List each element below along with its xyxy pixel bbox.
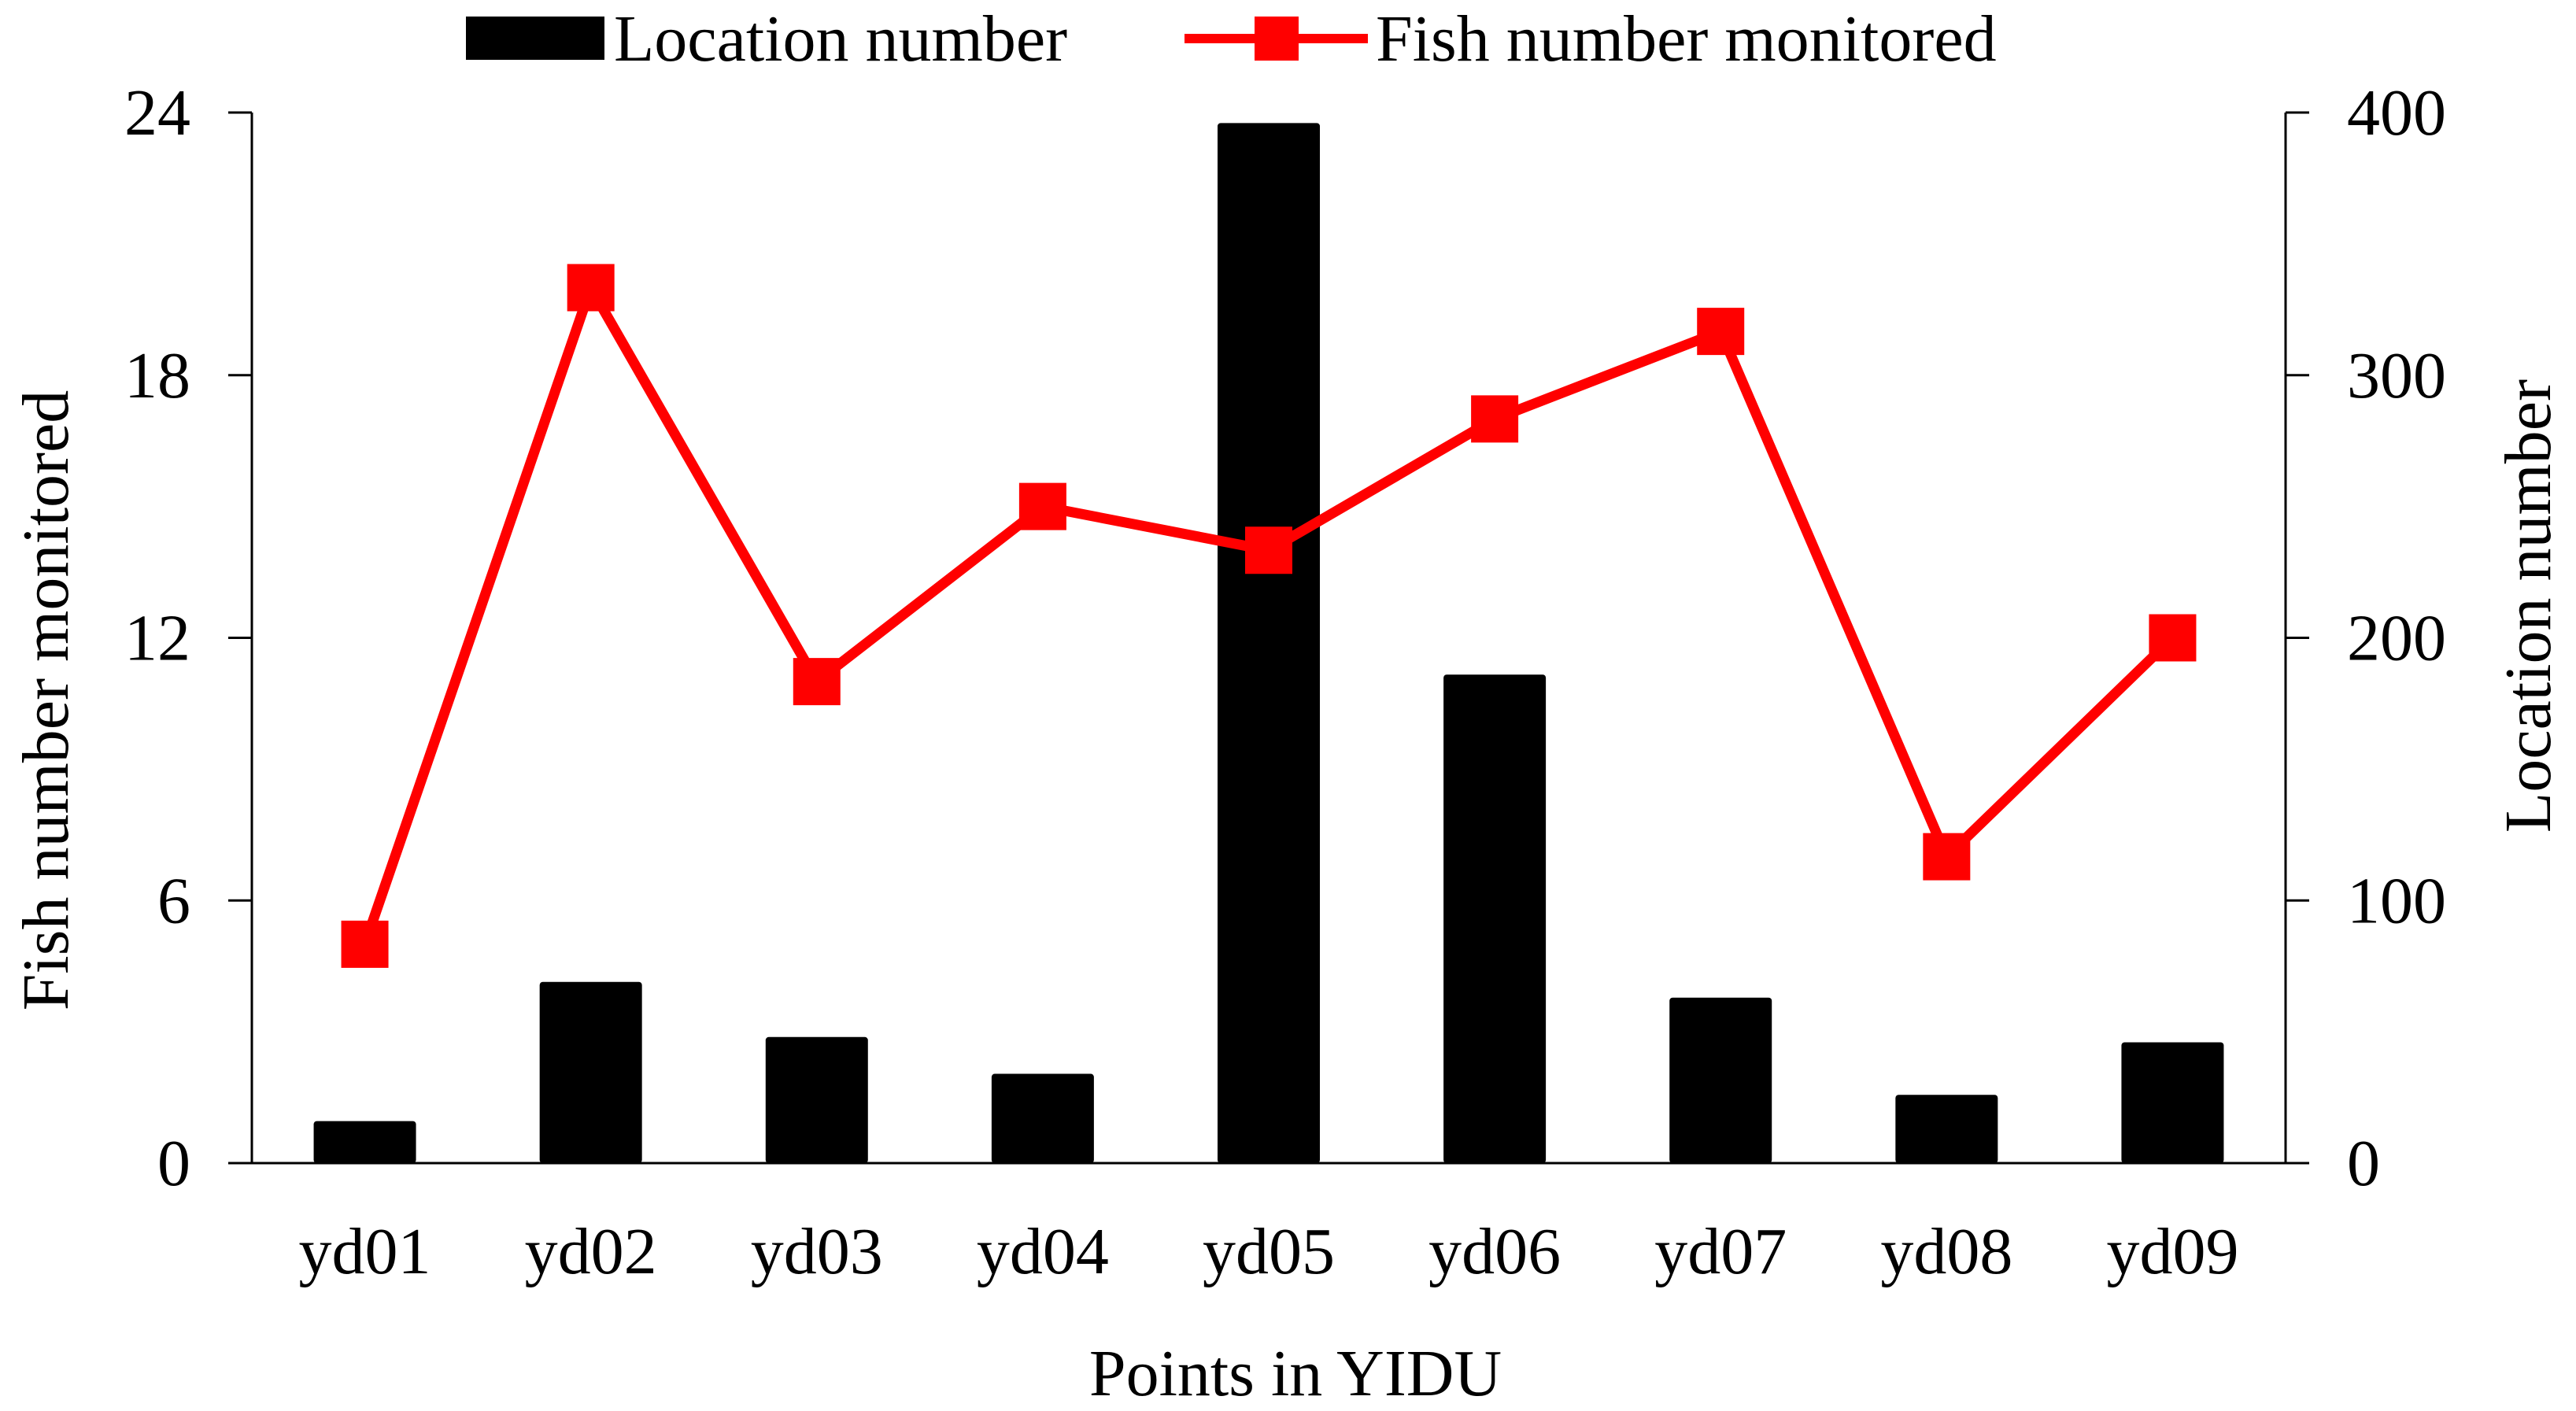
- legend: Location number Fish number monitored: [466, 2, 1997, 76]
- bar-yd02: [539, 981, 642, 1163]
- legend-label-location-number: Location number: [614, 2, 1067, 76]
- bar-yd07: [1669, 997, 1772, 1163]
- x-tick-label-yd09: yd09: [2106, 1215, 2238, 1288]
- legend-bar-swatch: [466, 17, 604, 60]
- marker-yd06: [1471, 395, 1519, 443]
- x-tick-label-yd03: yd03: [751, 1215, 883, 1288]
- bar-yd03: [765, 1036, 868, 1163]
- x-tick-label-yd04: yd04: [977, 1215, 1109, 1288]
- x-tick-label-yd05: yd05: [1203, 1215, 1335, 1288]
- marker-yd01: [341, 920, 389, 968]
- marker-yd02: [567, 264, 615, 312]
- right-y-tick-label: 100: [2347, 864, 2446, 937]
- legend-label-fish-number: Fish number monitored: [1376, 2, 1997, 76]
- marker-yd07: [1697, 308, 1745, 356]
- x-tick-label-yd01: yd01: [299, 1215, 431, 1288]
- axes: [228, 111, 2309, 1165]
- legend-square-marker: [1255, 17, 1299, 61]
- left-y-tick-label: 6: [157, 864, 190, 937]
- marker-yd05: [1245, 526, 1292, 574]
- bar-yd06: [1443, 674, 1547, 1163]
- left-y-tick-labels: 0 6 12 18 24: [124, 76, 190, 1200]
- right-y-tick-label: 400: [2347, 76, 2446, 150]
- marker-yd04: [1018, 482, 1066, 530]
- x-tick-labels: yd01 yd02 yd03 yd04 yd05 yd06 yd07 yd08 yd09: [299, 1215, 2239, 1288]
- x-axis-title: Points in YIDU: [1089, 1337, 1502, 1410]
- bar-yd09: [2121, 1042, 2224, 1163]
- left-y-tick-label: 12: [124, 602, 190, 675]
- left-y-axis-title: Fish number monitored: [9, 390, 83, 1011]
- line-series-fish-number: [341, 264, 2197, 968]
- x-tick-label-yd02: yd02: [525, 1215, 657, 1288]
- x-tick-label-yd06: yd06: [1428, 1215, 1561, 1288]
- right-y-tick-label: 300: [2347, 339, 2446, 412]
- x-tick-label-yd08: yd08: [1880, 1215, 2012, 1288]
- x-tick-label-yd07: yd07: [1654, 1215, 1787, 1288]
- bar-series-location-number: [313, 123, 2224, 1164]
- marker-yd08: [1923, 833, 1971, 881]
- bar-yd01: [313, 1121, 416, 1163]
- bar-yd08: [1895, 1095, 1998, 1163]
- left-y-tick-label: 0: [157, 1127, 190, 1200]
- marker-yd03: [793, 658, 841, 706]
- bar-yd04: [991, 1073, 1094, 1163]
- left-y-tick-label: 24: [124, 76, 190, 150]
- right-y-axis-title: Location number: [2492, 379, 2565, 833]
- right-y-tick-labels: 0 100 200 300 400: [2347, 76, 2446, 1200]
- left-y-tick-label: 18: [124, 339, 190, 412]
- right-y-tick-label: 0: [2347, 1127, 2380, 1200]
- bar-yd05: [1218, 123, 1320, 1164]
- marker-yd09: [2149, 614, 2197, 662]
- right-y-tick-label: 200: [2347, 602, 2446, 675]
